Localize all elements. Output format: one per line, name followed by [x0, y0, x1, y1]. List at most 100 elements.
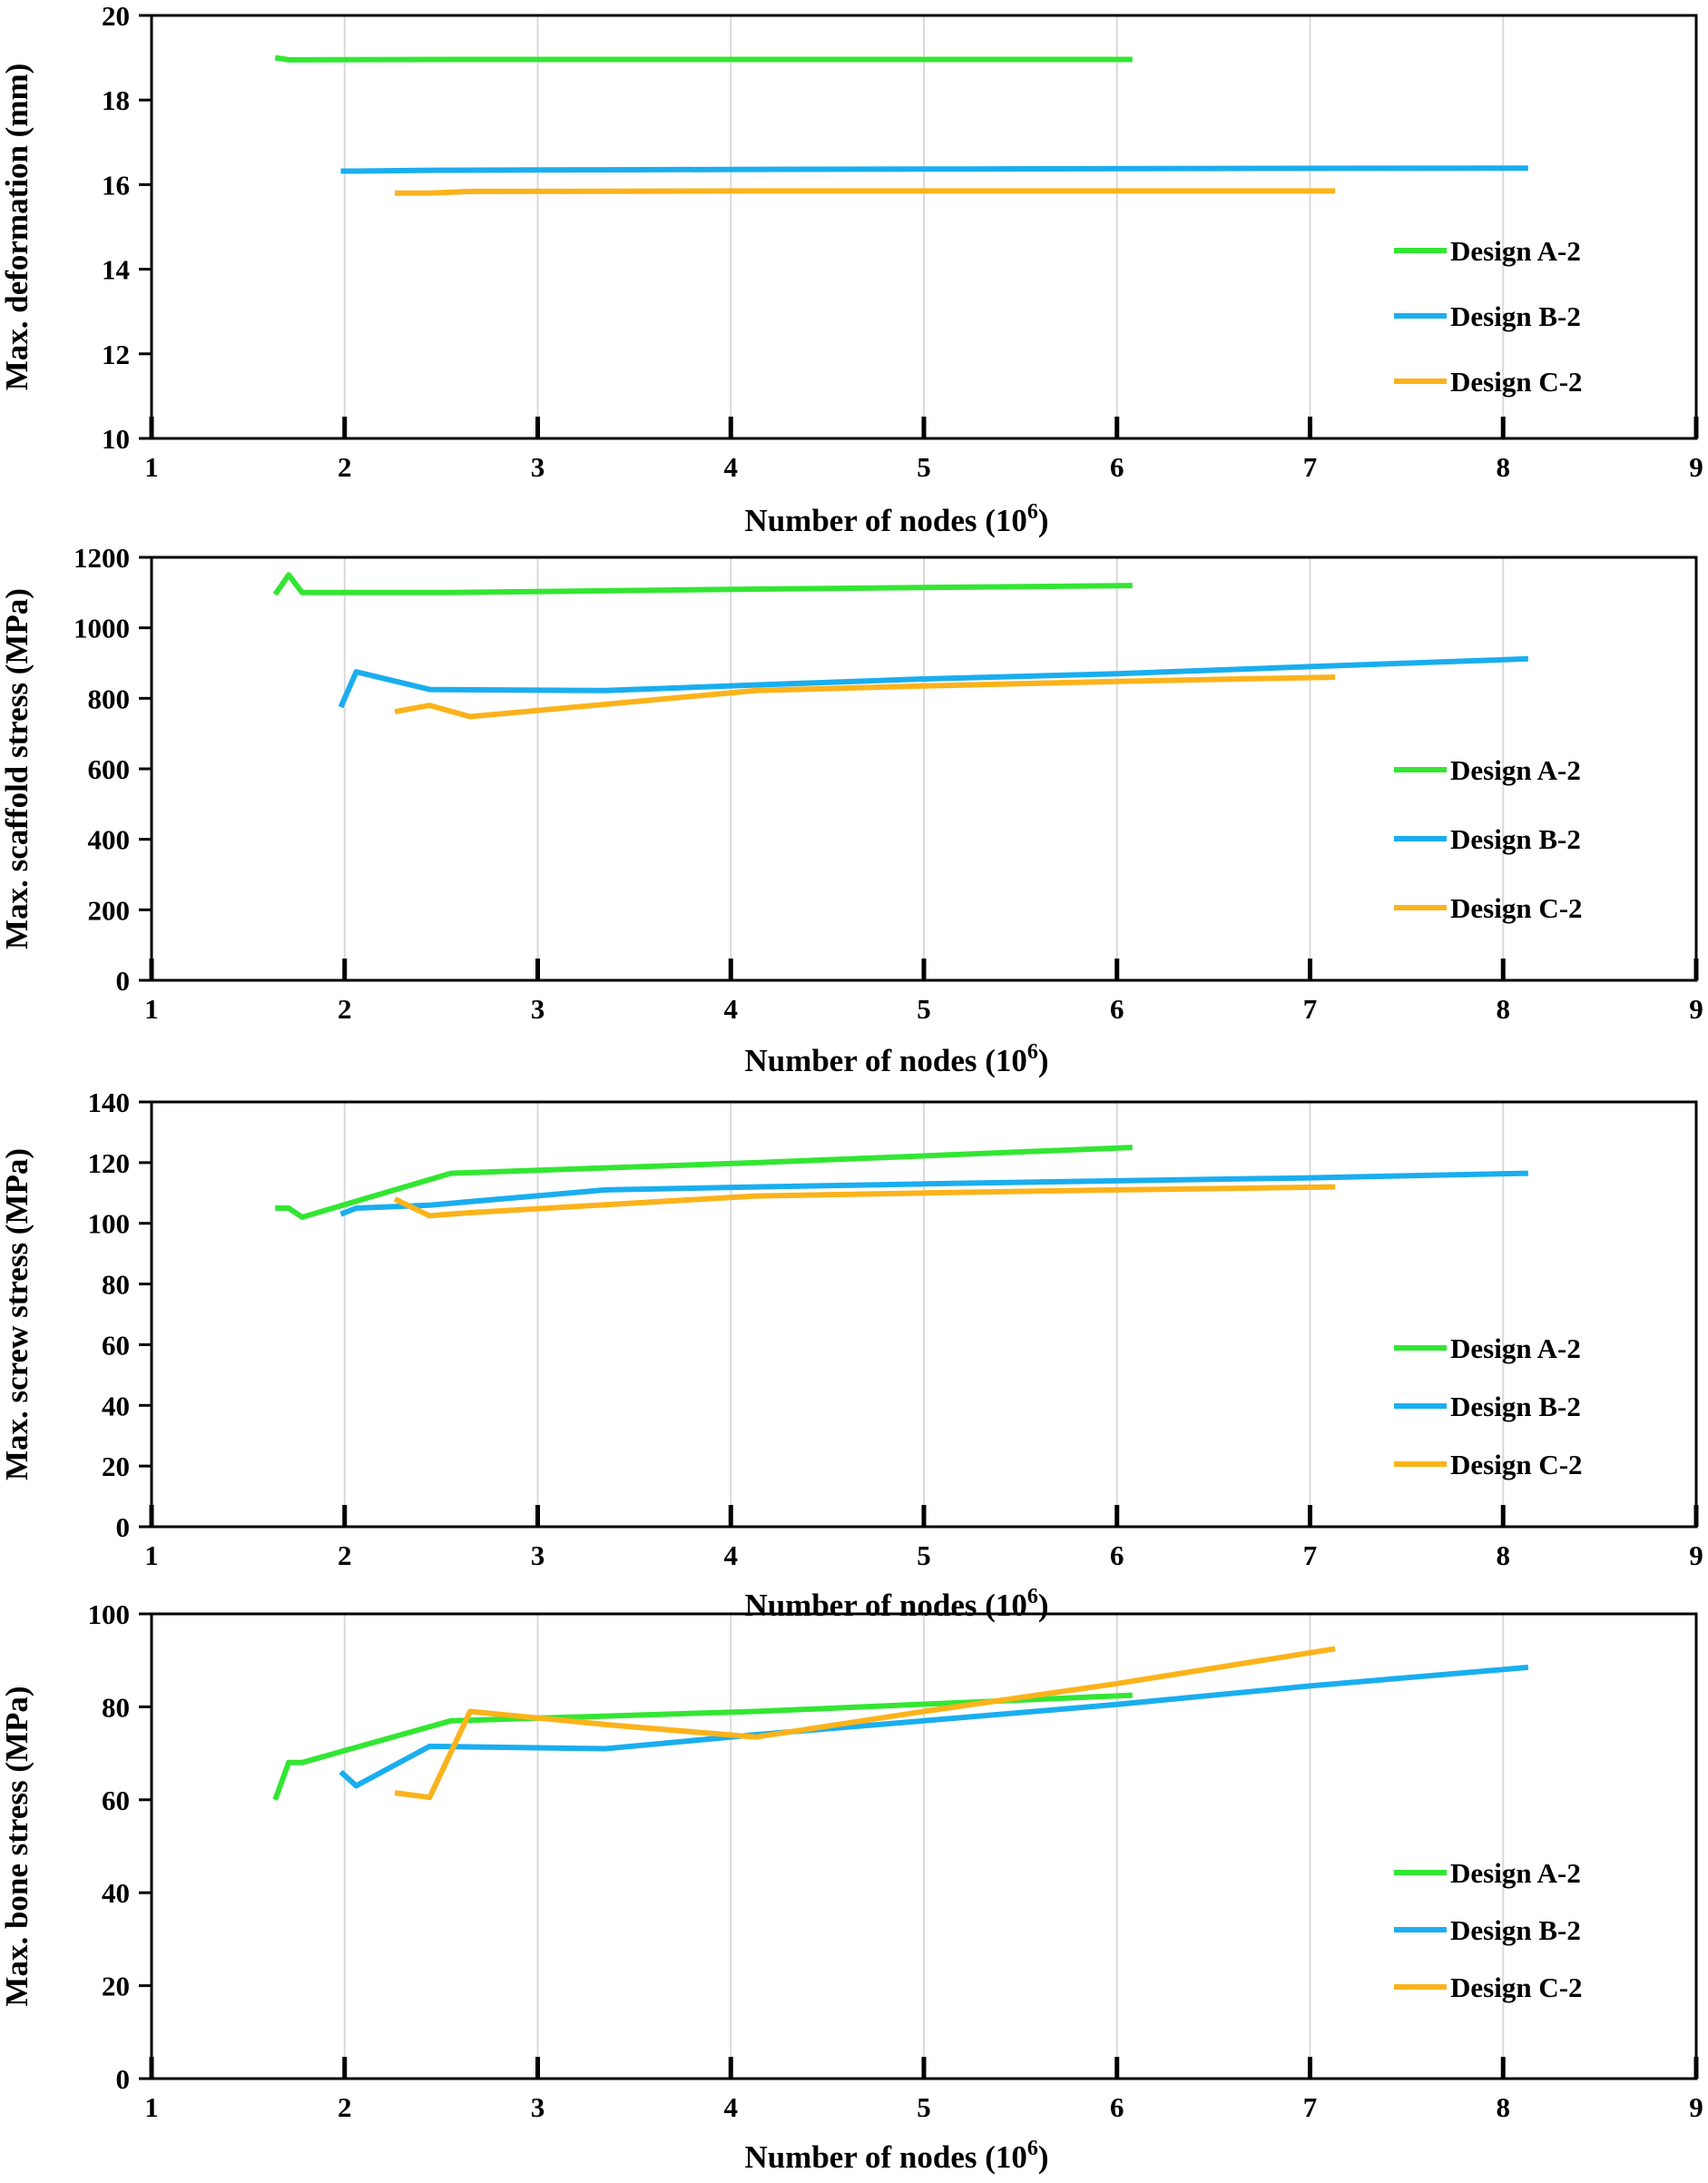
bone-legend-label: Design C-2: [1450, 1972, 1583, 2003]
scaffold-x-axis-title-end: ): [1038, 1043, 1049, 1078]
bone-x-tick-label: 9: [1689, 2091, 1703, 2123]
chart-scaffold: 1 2 3 4 5 6 7 8 9 0 200 400 600 800 1000 1200 Number of …: [0, 542, 1703, 1078]
screw-x-tick-label: 3: [531, 1539, 545, 1571]
screw-x-axis-title-end: ): [1038, 1588, 1049, 1623]
bone-y-tick-label: 20: [102, 1971, 130, 2002]
deformation-x-axis-title-text: Number of nodes (10: [744, 503, 1026, 538]
scaffold-series-line-design-a-2: [272, 572, 1133, 596]
bone-x-axis-title-end: ): [1038, 2139, 1049, 2175]
deformation-y-tick-label: 12: [102, 339, 130, 370]
deformation-legend-label: Design A-2: [1450, 235, 1581, 267]
deformation-x-tick-label: 1: [144, 451, 159, 483]
bone-y-tick-label: 60: [102, 1785, 130, 1816]
scaffold-x-tick-label: 7: [1303, 993, 1318, 1025]
screw-y-tick-label: 100: [88, 1208, 131, 1240]
scaffold-legend-label: Design A-2: [1450, 754, 1581, 786]
deformation-series-line-design-a-2: [274, 54, 1133, 63]
deformation-x-tick-label: 6: [1110, 451, 1124, 483]
screw-x-axis-title: Number of nodes (106): [744, 1585, 1048, 1623]
scaffold-x-tick-label: 8: [1497, 993, 1511, 1025]
screw-y-tick-label: 60: [102, 1329, 130, 1361]
bone-x-tick-label: 2: [338, 2091, 352, 2123]
deformation-y-tick-label: 14: [102, 254, 130, 286]
deformation-x-tick-label: 9: [1689, 451, 1703, 483]
bone-x-axis-title-sup: 6: [1027, 2137, 1038, 2160]
deformation-x-axis-title: Number of nodes (106): [744, 500, 1048, 538]
screw-series-line-design-c-2: [393, 1184, 1336, 1219]
scaffold-legend-label: Design B-2: [1450, 823, 1581, 855]
scaffold-x-tick-label: 9: [1689, 993, 1703, 1025]
deformation-legend-label: Design C-2: [1450, 366, 1583, 398]
screw-x-tick-label: 4: [724, 1539, 739, 1571]
scaffold-legend-label: Design C-2: [1450, 892, 1583, 924]
scaffold-x-tick-label: 3: [531, 993, 545, 1025]
deformation-x-axis-title-sup: 6: [1027, 500, 1038, 524]
bone-legend-label: Design A-2: [1450, 1857, 1581, 1889]
scaffold-series-line-design-c-2: [394, 674, 1336, 720]
deformation-x-tick-label: 3: [531, 451, 545, 483]
bone-series-line-design-c-2: [394, 1646, 1336, 1801]
bone-x-axis-title: Number of nodes (106): [744, 2137, 1048, 2175]
bone-x-tick-label: 6: [1110, 2091, 1124, 2123]
deformation-series-line-design-b-2: [340, 165, 1528, 174]
bone-y-tick-label: 0: [116, 2063, 131, 2095]
chart-screw: 1 2 3 4 5 6 7 8 9 0 20 40 60 80 100 120 140 Number of nod…: [0, 1087, 1703, 1623]
screw-x-tick-label: 6: [1110, 1539, 1124, 1571]
scaffold-y-tick-label: 200: [88, 894, 131, 926]
deformation-y-axis-title: Max. deformation (mm): [0, 64, 34, 391]
screw-x-tick-label: 7: [1303, 1539, 1318, 1571]
scaffold-y-tick-label: 800: [88, 683, 131, 714]
bone-y-tick-label: 40: [102, 1877, 130, 1909]
deformation-x-tick-label: 2: [338, 451, 352, 483]
bone-legend-label: Design B-2: [1450, 1914, 1581, 1946]
scaffold-y-axis-title: Max. scaffold stress (MPa): [0, 588, 34, 949]
bone-y-tick-label: 80: [102, 1691, 130, 1723]
screw-y-tick-label: 80: [102, 1269, 130, 1301]
deformation-x-tick-label: 8: [1497, 451, 1511, 483]
screw-x-axis-title-sup: 6: [1027, 1585, 1038, 1608]
screw-x-tick-label: 8: [1497, 1539, 1511, 1571]
bone-series-line-design-b-2: [339, 1664, 1529, 1789]
scaffold-x-axis-title-sup: 6: [1027, 1040, 1038, 1064]
scaffold-y-tick-label: 400: [88, 824, 131, 856]
deformation-y-tick-label: 18: [102, 84, 130, 116]
chart-bone: 1 2 3 4 5 6 7 8 9 0 20 40 60 80 100 Number of nodes (10…: [0, 1598, 1703, 2175]
scaffold-y-tick-label: 600: [88, 753, 131, 785]
screw-legend-label: Design C-2: [1450, 1449, 1583, 1480]
deformation-x-tick-label: 5: [917, 451, 931, 483]
bone-x-tick-label: 7: [1303, 2091, 1318, 2123]
screw-y-tick-label: 120: [88, 1147, 131, 1179]
scaffold-x-axis-title-text: Number of nodes (10: [744, 1043, 1026, 1078]
screw-x-tick-label: 2: [338, 1539, 352, 1571]
scaffold-x-tick-label: 2: [338, 993, 352, 1025]
bone-x-tick-label: 4: [724, 2091, 739, 2123]
screw-x-tick-label: 1: [144, 1539, 159, 1571]
scaffold-y-tick-label: 1000: [74, 613, 130, 644]
deformation-y-tick-label: 20: [102, 0, 130, 32]
scaffold-x-tick-label: 1: [144, 993, 159, 1025]
bone-x-tick-label: 5: [917, 2091, 931, 2123]
bone-x-tick-label: 3: [531, 2091, 545, 2123]
deformation-legend-label: Design B-2: [1450, 300, 1581, 332]
screw-y-tick-label: 0: [116, 1511, 131, 1543]
screw-y-tick-label: 140: [88, 1087, 131, 1118]
screw-x-tick-label: 5: [917, 1539, 931, 1571]
screw-x-axis-title-text: Number of nodes (10: [744, 1588, 1026, 1623]
scaffold-x-tick-label: 5: [917, 993, 931, 1025]
deformation-x-axis-title-end: ): [1038, 503, 1049, 538]
bone-series-line-design-a-2: [272, 1692, 1133, 1801]
scaffold-x-axis-title: Number of nodes (106): [744, 1040, 1048, 1078]
screw-y-tick-label: 40: [102, 1390, 130, 1421]
screw-series-line-design-b-2: [339, 1170, 1528, 1217]
deformation-x-tick-label: 7: [1303, 451, 1318, 483]
bone-x-axis-title-text: Number of nodes (10: [744, 2139, 1026, 2175]
deformation-y-tick-label: 10: [102, 423, 130, 455]
screw-y-tick-label: 20: [102, 1450, 130, 1482]
scaffold-y-tick-label: 0: [116, 965, 131, 997]
scaffold-series-line-design-b-2: [338, 655, 1529, 709]
deformation-x-tick-label: 4: [724, 451, 739, 483]
screw-series-line-design-a-2: [275, 1145, 1133, 1220]
bone-x-tick-label: 1: [144, 2091, 159, 2123]
